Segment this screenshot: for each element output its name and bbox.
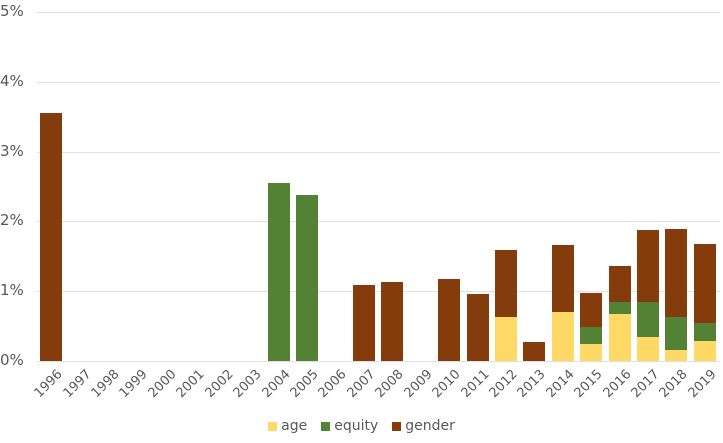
- bar-segment-equity: [693, 322, 716, 342]
- bar-segment-equity: [608, 301, 631, 315]
- legend-swatch-gender: [392, 421, 402, 431]
- y-tick-label: 2%: [0, 211, 24, 230]
- bar-segment-gender: [523, 342, 546, 361]
- bar-segment-gender: [494, 250, 517, 318]
- gridline: [37, 221, 720, 223]
- bar-segment-age: [637, 337, 660, 361]
- bar-segment-gender: [466, 293, 489, 361]
- y-tick-label: 1%: [0, 281, 24, 300]
- y-tick-label: 5%: [0, 2, 24, 20]
- legend-label: gender: [405, 418, 455, 434]
- legend-item-gender: gender: [392, 418, 455, 434]
- bar-segment-gender: [580, 293, 603, 328]
- bar-segment-age: [551, 312, 574, 361]
- legend-item-age: age: [268, 418, 307, 434]
- bar-segment-equity: [665, 317, 688, 350]
- bar-segment-gender: [438, 279, 461, 361]
- gridline: [37, 81, 720, 83]
- bar-segment-age: [580, 344, 603, 361]
- bar-segment-gender: [693, 244, 716, 323]
- bar-segment-equity: [267, 183, 290, 361]
- bar-segment-age: [665, 349, 688, 361]
- legend-label: age: [281, 418, 308, 434]
- gridline: [37, 361, 720, 362]
- bar-segment-gender: [40, 113, 63, 361]
- bar-segment-equity: [637, 301, 660, 338]
- bar-segment-age: [494, 317, 517, 361]
- bar-segment-equity: [295, 194, 318, 361]
- legend: age equity gender: [0, 418, 723, 434]
- bar-segment-gender: [381, 282, 404, 361]
- y-tick-label: 4%: [0, 71, 24, 90]
- bar-segment-age: [693, 341, 716, 361]
- y-tick-label: 3%: [0, 141, 24, 160]
- legend-swatch-age: [268, 421, 278, 431]
- bar-segment-gender: [352, 284, 375, 361]
- bar-segment-gender: [637, 229, 660, 302]
- bar-segment-gender: [608, 266, 631, 302]
- bar-segment-gender: [665, 229, 688, 317]
- gridline: [37, 151, 720, 153]
- gridline: [37, 12, 720, 13]
- legend-label: equity: [334, 418, 379, 434]
- legend-swatch-equity: [321, 421, 331, 431]
- bar-segment-gender: [551, 245, 574, 313]
- legend-item-equity: equity: [321, 418, 378, 434]
- y-tick-label: 0%: [0, 351, 24, 369]
- gridline: [37, 291, 720, 293]
- bar-segment-age: [608, 314, 631, 361]
- bar-segment-equity: [580, 327, 603, 345]
